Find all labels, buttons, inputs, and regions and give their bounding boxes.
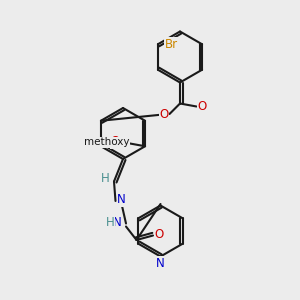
Text: H: H [101, 172, 110, 185]
Text: O: O [197, 100, 206, 113]
Text: N: N [156, 256, 165, 270]
Text: O: O [110, 135, 120, 148]
Text: N: N [112, 215, 122, 229]
Text: H: H [106, 216, 115, 230]
Text: N: N [117, 193, 126, 206]
Text: methoxy: methoxy [84, 137, 130, 147]
Text: O: O [154, 227, 164, 241]
Text: O: O [160, 107, 169, 121]
Text: Br: Br [165, 38, 178, 51]
